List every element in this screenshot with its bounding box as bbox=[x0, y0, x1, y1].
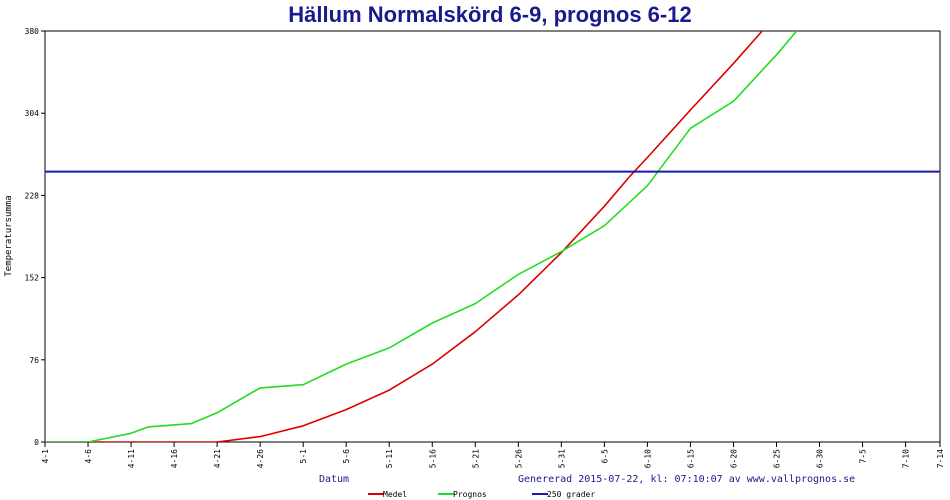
x-tick-label: 5-16 bbox=[428, 449, 437, 468]
generated-note: Genererad 2015-07-22, kl: 07:10:07 av ww… bbox=[518, 474, 855, 485]
x-axis: 4-1 4-6 4-11 4-16 4-21 4-26 5-1 5-6 5-11 5-16 5-21… bbox=[41, 442, 945, 468]
y-tick-label: 304 bbox=[25, 109, 40, 118]
x-tick-label: 7-10 bbox=[902, 449, 911, 468]
legend-label: Medel bbox=[383, 490, 407, 499]
x-tick-label: 4-16 bbox=[170, 449, 179, 468]
x-tick-label: 4-1 bbox=[41, 449, 50, 464]
x-tick-label: 6-25 bbox=[772, 449, 781, 468]
y-axis-label: Temperatursumma bbox=[4, 195, 14, 276]
y-axis: 0 76 152 228 304 380 bbox=[25, 27, 45, 447]
x-tick-label: 4-6 bbox=[84, 449, 93, 464]
legend: Medel Prognos 250 grader bbox=[368, 490, 595, 499]
x-tick-label: 5-26 bbox=[514, 449, 523, 468]
y-tick-label: 152 bbox=[25, 274, 40, 283]
y-tick-label: 0 bbox=[34, 438, 39, 447]
x-tick-label: 6-20 bbox=[729, 449, 738, 468]
series-line-medel bbox=[45, 31, 764, 442]
x-tick-label: 7-5 bbox=[859, 449, 868, 464]
chart-title: Hällum Normalskörd 6-9, prognos 6-12 bbox=[288, 2, 691, 27]
series-layer bbox=[45, 31, 940, 442]
y-tick-label: 228 bbox=[25, 191, 40, 200]
legend-label: 250 grader bbox=[547, 490, 595, 499]
x-tick-label: 7-14 bbox=[936, 449, 945, 468]
legend-label: Prognos bbox=[453, 490, 487, 499]
x-tick-label: 6-10 bbox=[643, 449, 652, 468]
x-tick-label: 4-26 bbox=[256, 449, 265, 468]
y-tick-label: 380 bbox=[25, 27, 40, 36]
x-tick-label: 6-15 bbox=[686, 449, 695, 468]
x-tick-label: 5-31 bbox=[557, 449, 566, 468]
x-tick-label: 4-21 bbox=[213, 449, 222, 468]
x-tick-label: 4-11 bbox=[127, 449, 136, 468]
x-tick-label: 6-5 bbox=[600, 449, 609, 464]
x-tick-label: 5-6 bbox=[342, 449, 351, 464]
x-axis-label: Datum bbox=[319, 474, 349, 485]
plot-frame bbox=[44, 30, 941, 443]
x-tick-label: 6-30 bbox=[816, 449, 825, 468]
x-tick-label: 5-1 bbox=[299, 449, 308, 464]
x-tick-label: 5-21 bbox=[471, 449, 480, 468]
x-tick-label: 5-11 bbox=[385, 449, 394, 468]
series-line-prognos bbox=[45, 31, 798, 442]
y-tick-label: 76 bbox=[29, 356, 39, 365]
